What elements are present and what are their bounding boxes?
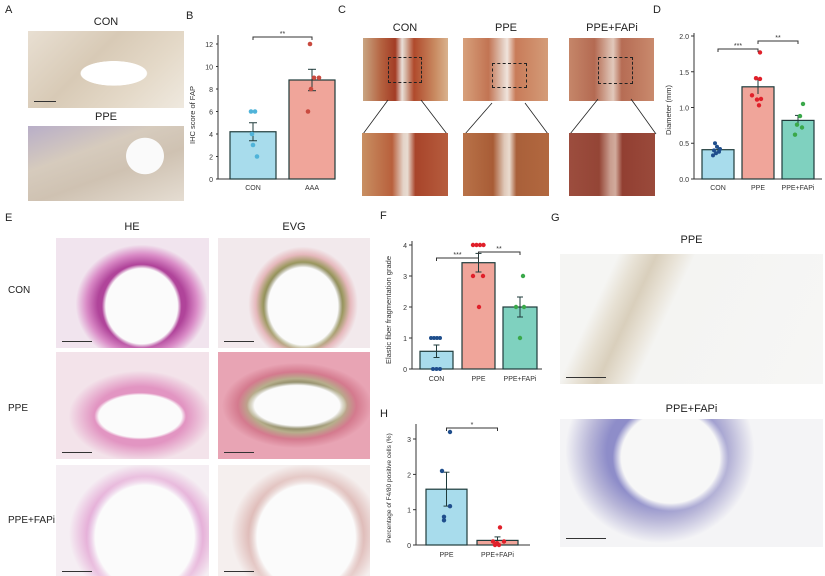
svg-text:2.0: 2.0 xyxy=(679,34,689,41)
svg-text:12: 12 xyxy=(205,42,213,49)
zoom-box xyxy=(388,57,422,83)
svg-text:0: 0 xyxy=(209,177,213,184)
svg-text:AAA: AAA xyxy=(305,185,319,192)
zoom-connector-lines xyxy=(362,98,657,135)
zoom-box xyxy=(598,57,633,84)
evg-image-con xyxy=(218,238,370,348)
he-image-con xyxy=(56,238,209,348)
scale-bar xyxy=(566,374,606,378)
gross-zoom-con xyxy=(362,133,448,196)
svg-text:10: 10 xyxy=(205,65,213,72)
svg-text:1.0: 1.0 xyxy=(679,106,689,113)
svg-text:Diameter (mm): Diameter (mm) xyxy=(664,84,673,135)
scale-bar xyxy=(62,338,92,342)
chart-d-diameter: 0.0 0.5 1.0 1.5 2.0 Diameter (mm) *** ** CON… xyxy=(664,33,822,192)
svg-text:CON: CON xyxy=(245,185,261,192)
scale-bar xyxy=(224,449,254,453)
svg-text:*: * xyxy=(471,422,474,429)
panel-c-label-con: CON xyxy=(392,22,418,34)
svg-text:***: *** xyxy=(453,252,461,259)
svg-text:**: ** xyxy=(280,31,286,38)
svg-text:PPE: PPE xyxy=(439,552,453,559)
svg-text:**: ** xyxy=(496,246,502,253)
svg-text:PPE: PPE xyxy=(471,376,485,383)
panel-a-label-ppe: PPE xyxy=(94,111,117,123)
svg-text:CON: CON xyxy=(710,185,726,192)
svg-text:**: ** xyxy=(775,35,781,42)
gross-aorta-con xyxy=(363,38,448,101)
panel-label-g: G xyxy=(551,212,560,224)
panel-e-col-evg: EVG xyxy=(282,221,306,233)
svg-text:8: 8 xyxy=(209,87,213,94)
scale-bar xyxy=(224,338,254,342)
svg-text:PPE+FAPi: PPE+FAPi xyxy=(782,185,815,192)
chart-b-ihc-fap: 0 2 4 6 8 10 12 IHC score of FAP ** CON AAA xyxy=(188,31,336,192)
svg-text:1: 1 xyxy=(407,508,411,515)
panel-e-row-con: CON xyxy=(8,285,31,296)
svg-text:3: 3 xyxy=(403,274,407,281)
he-image-ppe-fapi xyxy=(56,465,209,576)
svg-text:4: 4 xyxy=(209,132,213,139)
gross-zoom-ppe-fapi xyxy=(569,133,655,196)
ihc-image-ppe xyxy=(28,126,184,201)
svg-text:1.5: 1.5 xyxy=(679,70,689,77)
zoom-box xyxy=(492,63,527,88)
he-image-ppe xyxy=(56,352,209,459)
panel-label-b: B xyxy=(186,10,194,22)
svg-text:CON: CON xyxy=(429,376,445,383)
svg-text:Percentage of F4/80 positive c: Percentage of F4/80 positive cells (%) xyxy=(386,433,393,542)
panel-e-row-ppe-fapi: PPE+FAPi xyxy=(8,515,55,526)
panel-label-h: H xyxy=(380,408,388,420)
ihc-image-g-ppe xyxy=(560,254,823,384)
svg-text:0: 0 xyxy=(407,543,411,550)
scale-bar xyxy=(566,535,606,539)
chart-h-f480: 0 1 2 3 Percentage of F4/80 positive cells … xyxy=(386,422,530,559)
evg-image-ppe-fapi xyxy=(218,465,370,576)
svg-text:***: *** xyxy=(734,43,742,50)
svg-text:4: 4 xyxy=(403,243,407,250)
panel-a-label-con: CON xyxy=(93,16,119,28)
svg-text:IHC score of FAP: IHC score of FAP xyxy=(188,86,197,144)
gross-aorta-ppe xyxy=(463,38,548,101)
gross-zoom-ppe xyxy=(463,133,549,196)
svg-text:6: 6 xyxy=(209,110,213,117)
panel-e-row-ppe: PPE xyxy=(8,403,29,414)
scale-bar xyxy=(224,568,254,572)
svg-text:Elastic fiber fragmentation gr: Elastic fiber fragmentation grade xyxy=(384,256,393,364)
svg-text:0.0: 0.0 xyxy=(679,177,689,184)
svg-text:PPE+FAPi: PPE+FAPi xyxy=(481,552,514,559)
panel-label-e: E xyxy=(5,212,13,224)
svg-text:PPE+FAPi: PPE+FAPi xyxy=(504,376,537,383)
svg-text:1: 1 xyxy=(403,336,407,343)
ihc-image-con xyxy=(28,31,184,108)
panel-e-col-he: HE xyxy=(124,221,140,233)
scale-bar xyxy=(62,449,92,453)
svg-text:PPE: PPE xyxy=(751,185,765,192)
panel-label-a: A xyxy=(5,4,13,16)
panel-g-label-ppe-fapi: PPE+FAPi xyxy=(665,403,718,415)
scale-bar xyxy=(34,98,56,102)
panel-label-c: C xyxy=(338,4,346,16)
scale-bar xyxy=(62,568,92,572)
evg-image-ppe xyxy=(218,352,370,459)
panel-label-f: F xyxy=(380,210,387,222)
panel-label-d: D xyxy=(653,4,661,16)
panel-c-label-ppe-fapi: PPE+FAPi xyxy=(586,22,638,34)
svg-text:0.5: 0.5 xyxy=(679,141,689,148)
svg-text:2: 2 xyxy=(407,472,411,479)
svg-text:3: 3 xyxy=(407,437,411,444)
panel-c-label-ppe: PPE xyxy=(494,22,517,34)
gross-aorta-ppe-fapi xyxy=(569,38,654,101)
ihc-image-g-ppe-fapi xyxy=(560,419,823,547)
svg-text:2: 2 xyxy=(403,305,407,312)
svg-text:0: 0 xyxy=(403,367,407,374)
svg-text:2: 2 xyxy=(209,155,213,162)
panel-g-label-ppe: PPE xyxy=(680,234,703,246)
